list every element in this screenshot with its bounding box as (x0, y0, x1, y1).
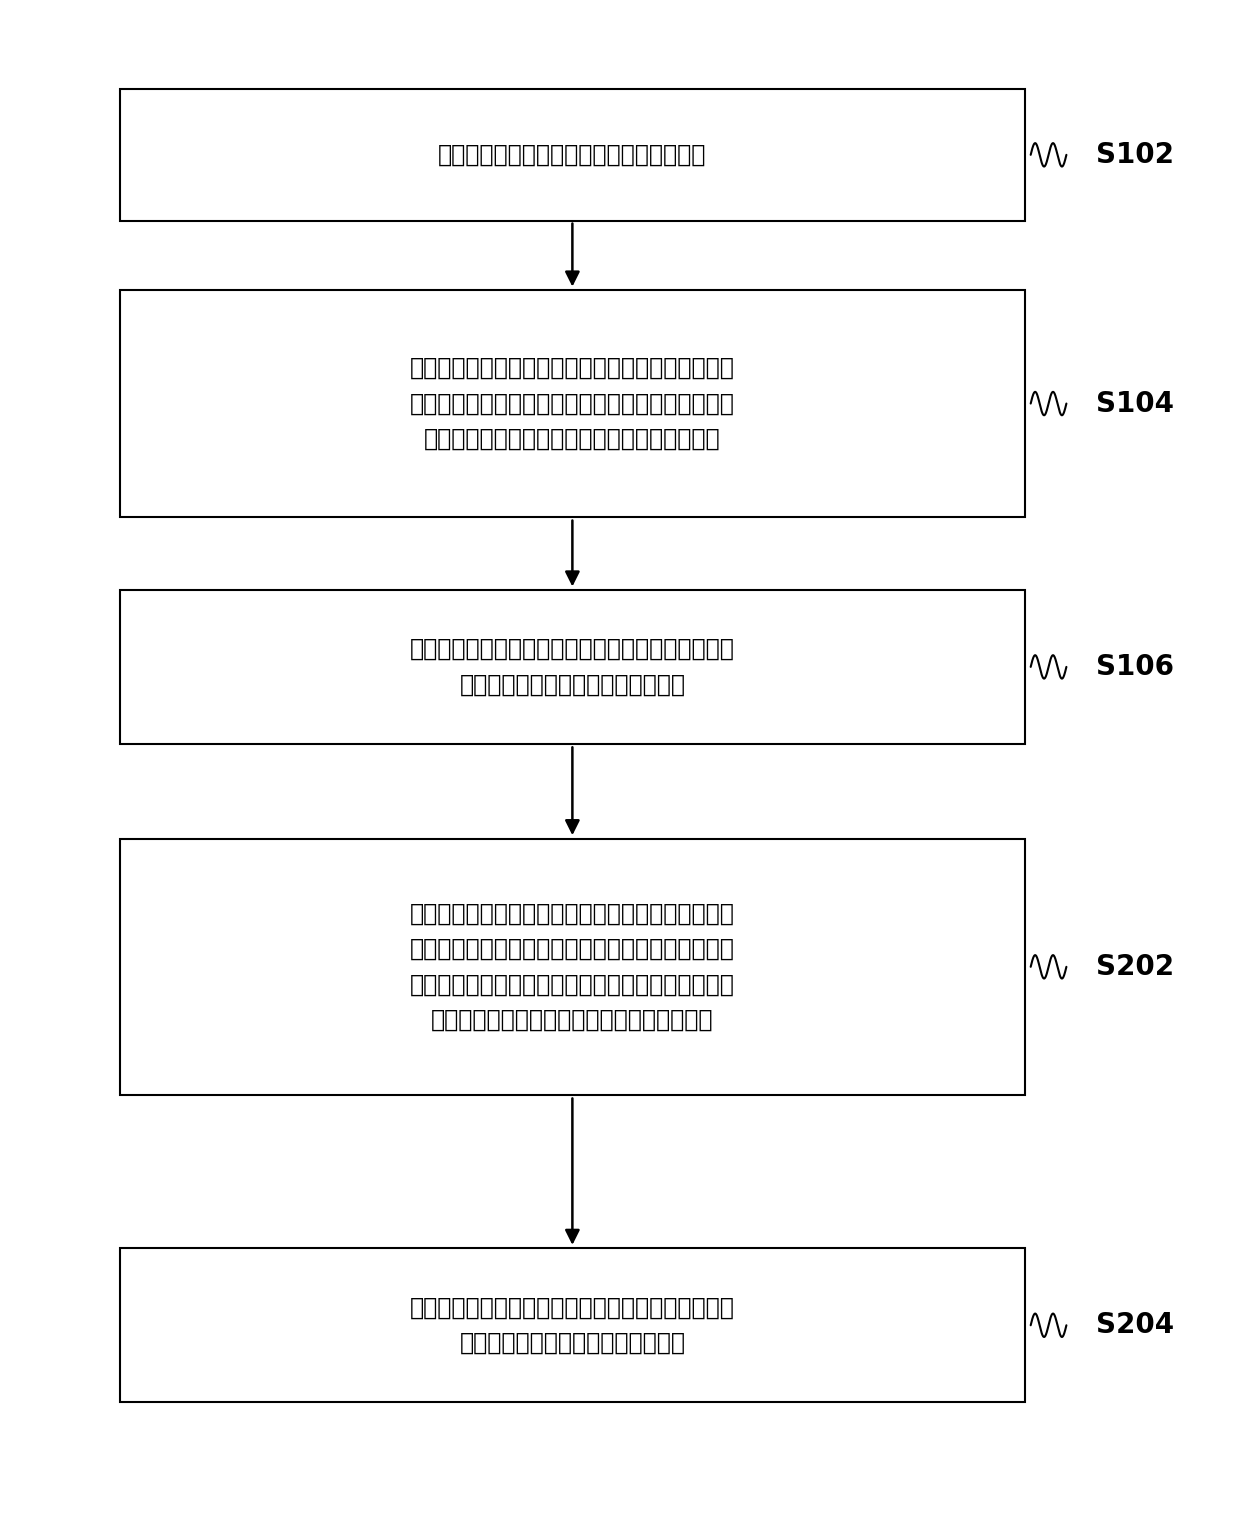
FancyBboxPatch shape (120, 88, 1024, 221)
FancyBboxPatch shape (120, 590, 1024, 744)
Text: 通过矩形和连通域区域混合滤波对该第五边缘检测结
果进行滤波，得到第四边缘检测结果: 通过矩形和连通域区域混合滤波对该第五边缘检测结 果进行滤波，得到第四边缘检测结果 (410, 1295, 735, 1355)
Text: S204: S204 (1096, 1311, 1174, 1340)
Text: 通过第一边缘检测算法对该灰色图像进行边缘检测，
获取第一边缘检测结果，通过第二边缘检测算法对该
灰色图像进行边缘检测，获取第二边缘检测结果: 通过第一边缘检测算法对该灰色图像进行边缘检测， 获取第一边缘检测结果，通过第二边… (410, 357, 735, 451)
Text: S202: S202 (1096, 952, 1174, 981)
FancyBboxPatch shape (120, 1248, 1024, 1402)
Text: S106: S106 (1096, 652, 1174, 681)
Text: S104: S104 (1096, 390, 1174, 418)
FancyBboxPatch shape (120, 838, 1024, 1094)
Text: 采集车辆的图像，将该图像转换为灰色图像: 采集车辆的图像，将该图像转换为灰色图像 (438, 143, 707, 166)
Text: 该第三边缘检测结果中的车牌区域范围大于预设的车
牌区域范围的情况下，通过该第一边缘检测算法对该
灰色图像进行边缘检测，得到第五边缘检测结果，用
该第五边缘检测结: 该第三边缘检测结果中的车牌区域范围大于预设的车 牌区域范围的情况下，通过该第一边… (410, 902, 735, 1032)
Text: 将该第一边缘检测结果和该第二边缘检测结果进行逻
辑或的操作，得到第三边缘检测结果: 将该第一边缘检测结果和该第二边缘检测结果进行逻 辑或的操作，得到第三边缘检测结果 (410, 637, 735, 696)
Text: S102: S102 (1096, 140, 1174, 169)
FancyBboxPatch shape (120, 290, 1024, 517)
